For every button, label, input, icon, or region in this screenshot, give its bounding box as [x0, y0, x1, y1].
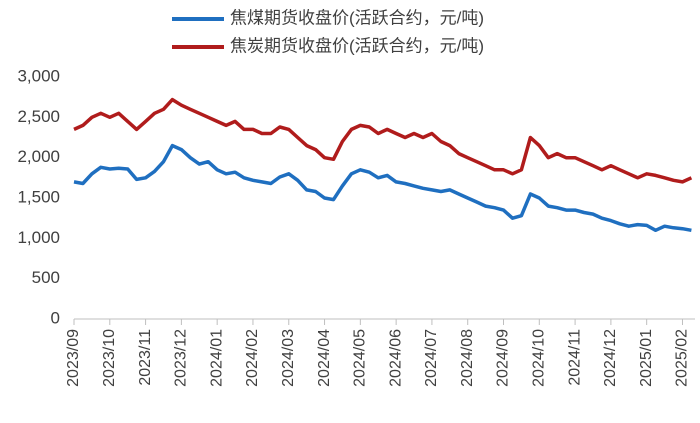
x-tick-label: 2023/10 — [101, 329, 118, 387]
y-tick-label: 1,000 — [17, 228, 60, 247]
series-line — [73, 97, 693, 184]
x-tick-label: 2024/07 — [423, 329, 440, 387]
x-tick-label: 2023/11 — [137, 329, 154, 386]
x-tick-label: 2024/08 — [459, 329, 476, 387]
x-tick-label: 2024/06 — [387, 329, 404, 387]
y-tick-label: 3,000 — [17, 66, 60, 85]
legend-label: 焦煤期货收盘价(活跃合约，元/吨) — [230, 8, 484, 27]
x-tick-label: 2024/10 — [531, 329, 548, 387]
y-tick-label: 0 — [51, 308, 60, 327]
x-tick-label: 2024/09 — [495, 329, 512, 387]
legend-label: 焦炭期货收盘价(活跃合约，元/吨) — [230, 36, 484, 55]
y-tick-label: 2,500 — [17, 107, 60, 126]
x-tick-label: 2023/09 — [65, 329, 82, 387]
x-tick-label: 2024/01 — [208, 329, 225, 387]
x-tick-label: 2024/11 — [566, 329, 583, 386]
y-tick-label: 500 — [32, 268, 60, 287]
series-line — [73, 143, 692, 233]
x-tick-label: 2025/01 — [638, 329, 655, 387]
x-tick-label: 2024/05 — [352, 329, 369, 387]
x-tick-label: 2024/03 — [280, 329, 297, 387]
x-tick-label: 2024/02 — [244, 329, 261, 387]
x-tick-label: 2024/04 — [316, 329, 333, 387]
x-tick-label: 2025/02 — [674, 329, 691, 387]
x-tick-label: 2023/12 — [173, 329, 190, 387]
y-tick-label: 2,000 — [17, 147, 60, 166]
y-tick-label: 1,500 — [17, 187, 60, 206]
x-tick-label: 2024/12 — [602, 329, 619, 387]
